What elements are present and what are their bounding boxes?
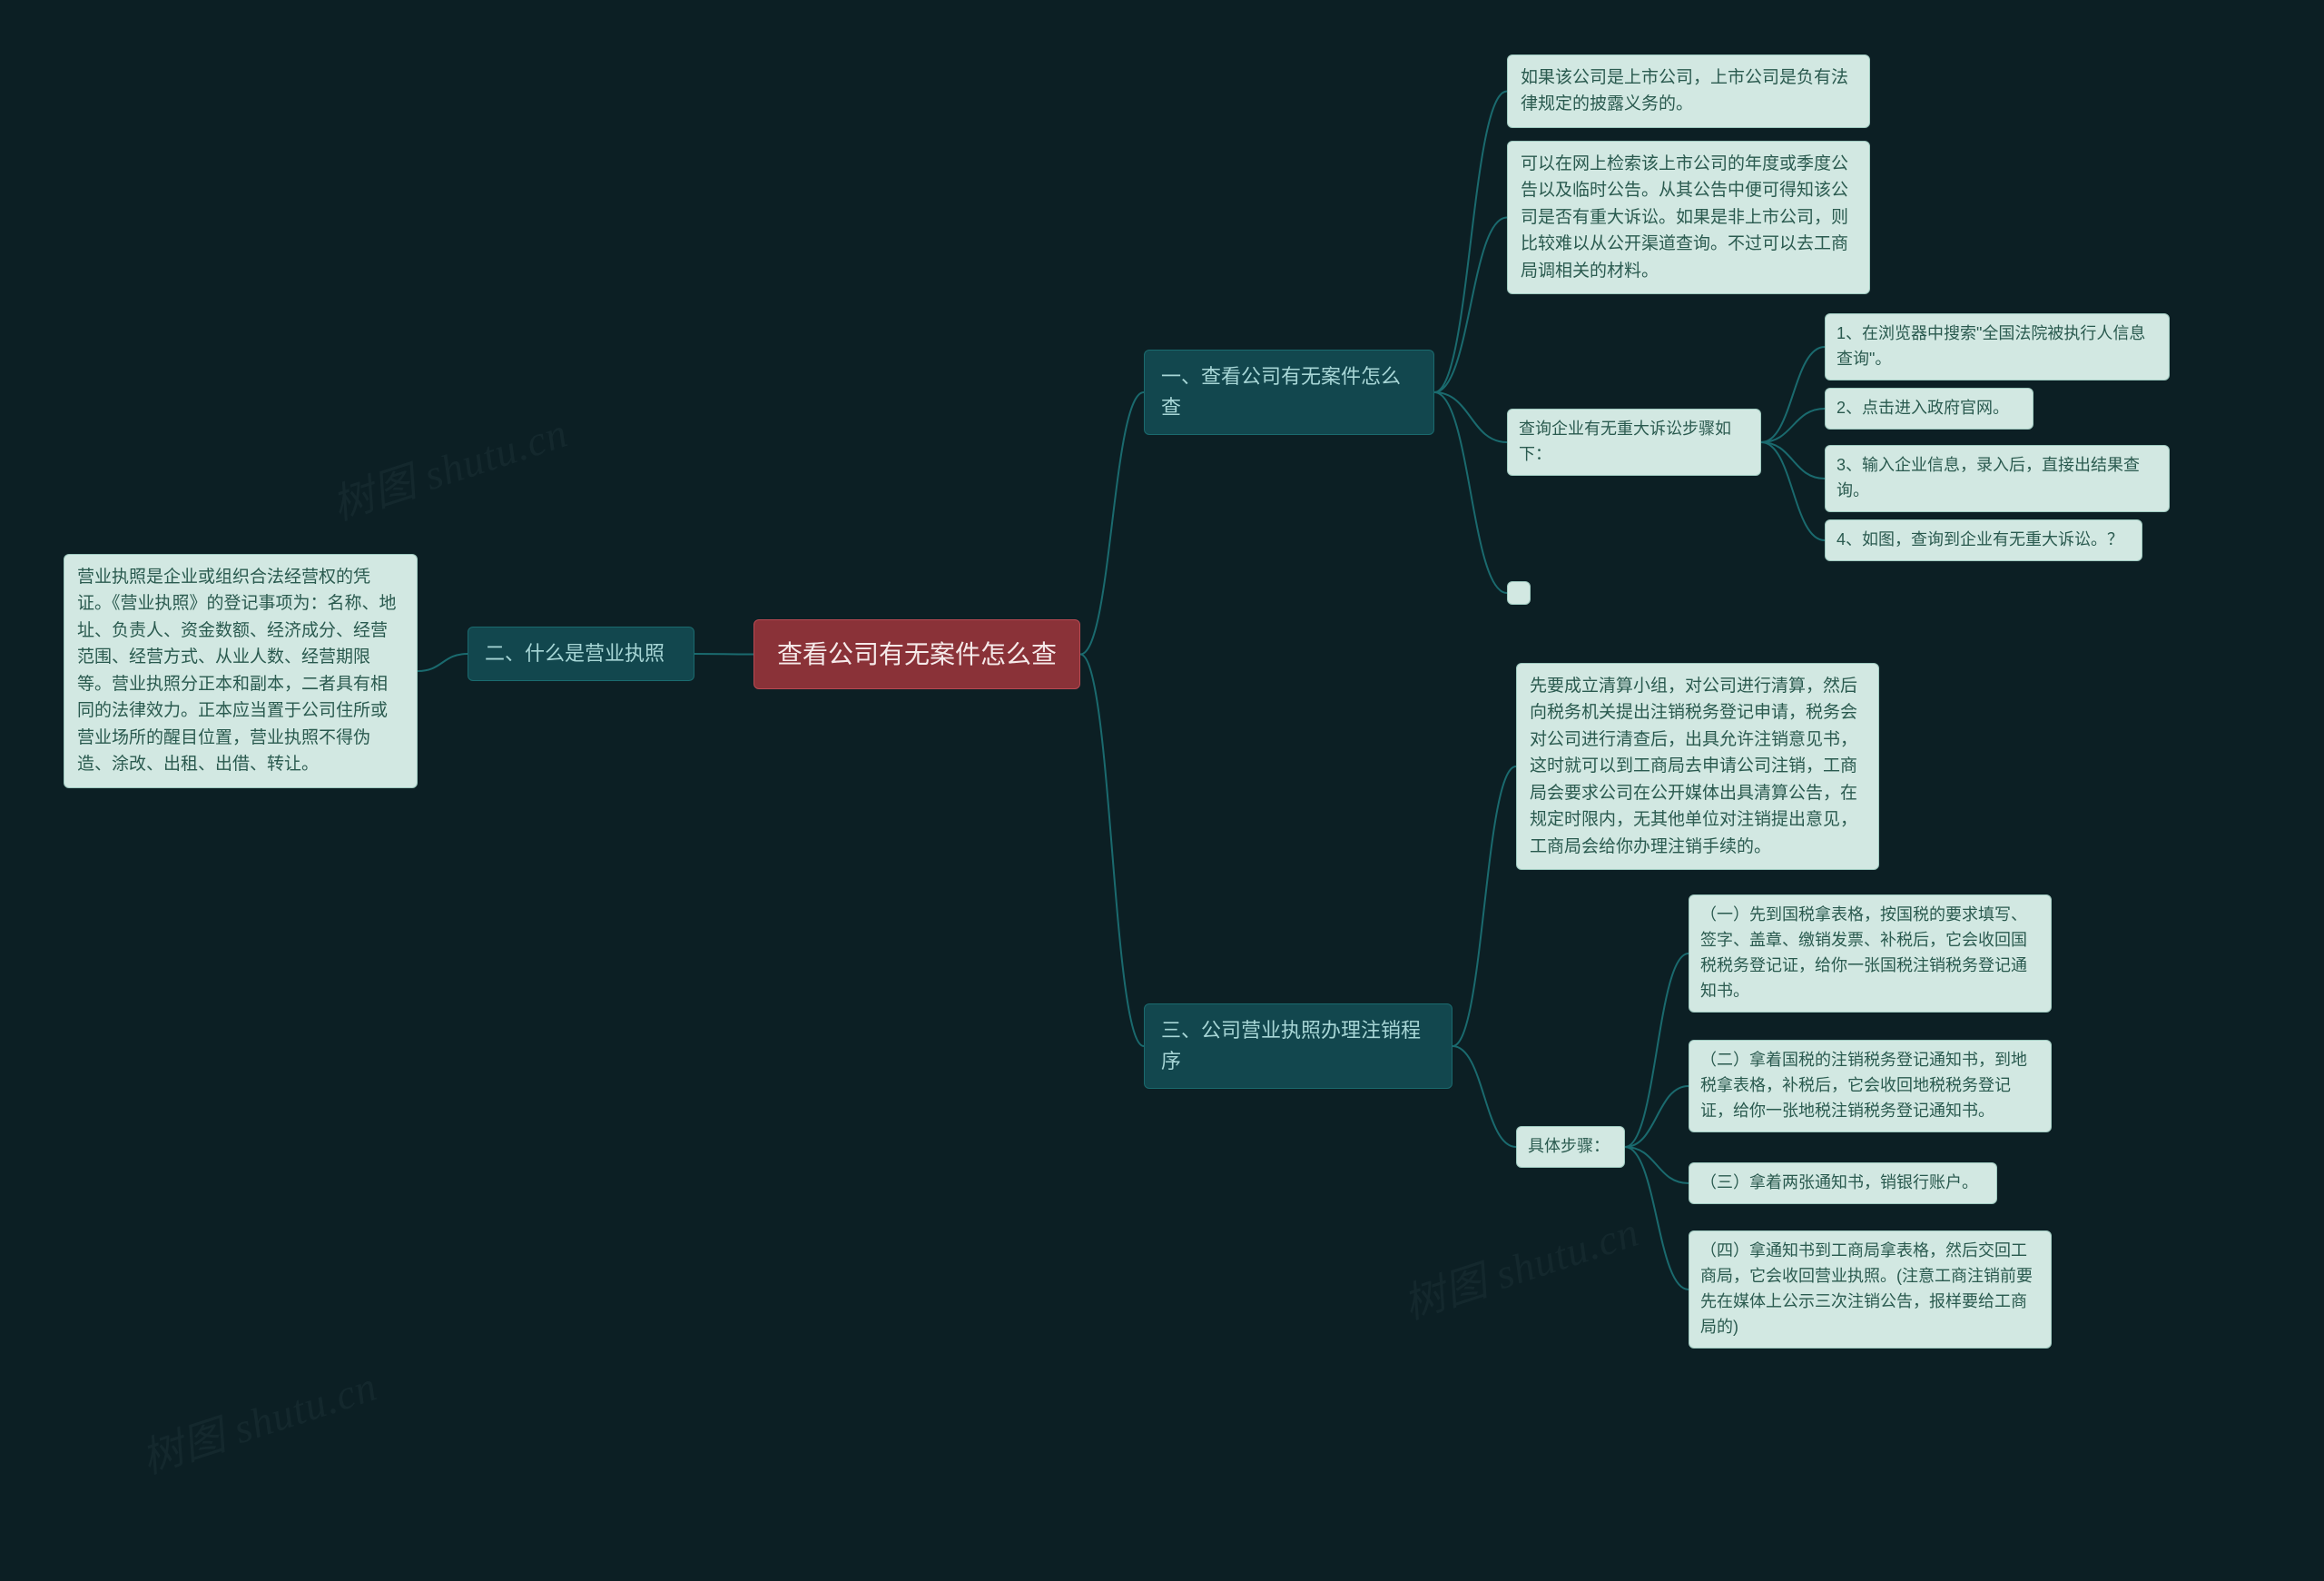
branch-3-step-3: （三）拿着两张通知书，销银行账户。	[1689, 1162, 1997, 1204]
branch-1-sub[interactable]: 查询企业有无重大诉讼步骤如下：	[1507, 409, 1761, 476]
branch-1-leaf-b: 可以在网上检索该上市公司的年度或季度公告以及临时公告。从其公告中便可得知该公司是…	[1507, 141, 1870, 294]
branch-3-step-4: （四）拿通知书到工商局拿表格，然后交回工商局，它会收回营业执照。(注意工商注销前…	[1689, 1230, 2052, 1349]
branch-1-step-1: 1、在浏览器中搜索"全国法院被执行人信息查询"。	[1825, 313, 2170, 380]
watermark: 树图 shutu.cn	[133, 1353, 383, 1486]
branch-1-step-4: 4、如图，查询到企业有无重大诉讼。？	[1825, 519, 2142, 561]
branch-1[interactable]: 一、查看公司有无案件怎么查	[1144, 350, 1434, 435]
branch-3-sub[interactable]: 具体步骤：	[1516, 1126, 1625, 1168]
watermark: 树图 shutu.cn	[323, 400, 574, 532]
branch-1-step-3: 3、输入企业信息，录入后，直接出结果查询。	[1825, 445, 2170, 512]
branch-3[interactable]: 三、公司营业执照办理注销程序	[1144, 1003, 1452, 1089]
branch-2-leaf: 营业执照是企业或组织合法经营权的凭证。《营业执照》的登记事项为：名称、地址、负责…	[64, 554, 418, 788]
branch-3-step-2: （二）拿着国税的注销税务登记通知书，到地税拿表格，补税后，它会收回地税税务登记证…	[1689, 1040, 2052, 1132]
watermark: 树图 shutu.cn	[1394, 1199, 1645, 1331]
root-node[interactable]: 查看公司有无案件怎么查	[753, 619, 1080, 689]
branch-2[interactable]: 二、什么是营业执照	[468, 627, 694, 681]
branch-1-empty	[1507, 581, 1531, 605]
branch-1-leaf-a: 如果该公司是上市公司，上市公司是负有法律规定的披露义务的。	[1507, 54, 1870, 128]
branch-3-step-1: （一）先到国税拿表格，按国税的要求填写、签字、盖章、缴销发票、补税后，它会收回国…	[1689, 894, 2052, 1013]
branch-1-step-2: 2、点击进入政府官网。	[1825, 388, 2034, 430]
branch-3-leaf-a: 先要成立清算小组，对公司进行清算，然后向税务机关提出注销税务登记申请，税务会对公…	[1516, 663, 1879, 870]
